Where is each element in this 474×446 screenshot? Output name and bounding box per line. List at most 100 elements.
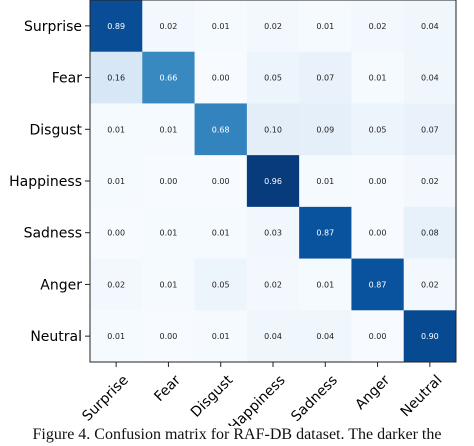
matrix-cell bbox=[142, 0, 196, 53]
cell-value-label: 0.02 bbox=[421, 177, 439, 186]
matrix-cell bbox=[299, 51, 352, 104]
cell-value-label: 0.66 bbox=[160, 74, 178, 83]
cell-value-label: 0.01 bbox=[160, 125, 178, 134]
cell-value-label: 0.01 bbox=[316, 280, 334, 289]
matrix-cell bbox=[403, 0, 457, 53]
matrix-cell bbox=[351, 155, 405, 208]
matrix-cell bbox=[246, 206, 300, 260]
matrix-cell bbox=[299, 310, 352, 363]
cell-value-label: 0.04 bbox=[421, 22, 439, 31]
cell-value-label: 0.01 bbox=[212, 332, 230, 341]
cell-value-label: 0.01 bbox=[369, 74, 387, 83]
cell-value-label: 0.08 bbox=[421, 229, 439, 238]
cell-value-labels: 0.89 0.02 0.01 0.02 0.01 0.02 0.04 0.16 0.66 0.00… bbox=[107, 22, 439, 341]
matrix-cell bbox=[142, 206, 196, 260]
matrix-cell bbox=[142, 103, 196, 156]
matrix-cells bbox=[90, 0, 457, 363]
matrix-cell bbox=[403, 51, 457, 104]
y-tick-label: Disgust bbox=[29, 122, 82, 138]
cell-value-label: 0.07 bbox=[421, 125, 439, 134]
y-tick-label: Happiness bbox=[9, 174, 82, 190]
matrix-cell bbox=[299, 155, 352, 208]
x-tick-label: Surprise bbox=[79, 372, 131, 424]
matrix-cell bbox=[246, 258, 300, 311]
cell-value-label: 0.00 bbox=[369, 177, 387, 186]
y-tick-label: Anger bbox=[40, 277, 82, 293]
cell-value-label: 0.05 bbox=[369, 125, 387, 134]
x-tick-label: Fear bbox=[151, 372, 184, 405]
matrix-cell bbox=[90, 51, 143, 104]
matrix-cell bbox=[142, 51, 196, 104]
matrix-cell bbox=[403, 310, 457, 363]
matrix-cell bbox=[403, 155, 457, 208]
matrix-cell bbox=[246, 310, 300, 363]
matrix-cell bbox=[299, 206, 352, 260]
cell-value-label: 0.07 bbox=[316, 74, 334, 83]
matrix-cell bbox=[90, 155, 143, 208]
matrix-cell bbox=[90, 206, 143, 260]
matrix-cell bbox=[194, 51, 248, 104]
cell-value-label: 0.04 bbox=[421, 74, 439, 83]
cell-value-label: 0.01 bbox=[107, 177, 125, 186]
matrix-cell bbox=[194, 103, 248, 156]
matrix-cell bbox=[299, 103, 352, 156]
x-tick-label: Neutral bbox=[398, 372, 446, 420]
cell-value-label: 0.02 bbox=[264, 280, 282, 289]
matrix-cell bbox=[142, 155, 196, 208]
cell-value-label: 0.02 bbox=[107, 280, 125, 289]
cell-value-label: 0.03 bbox=[264, 229, 282, 238]
cell-value-label: 0.04 bbox=[316, 332, 334, 341]
matrix-cell bbox=[351, 51, 405, 104]
cell-value-label: 0.01 bbox=[316, 177, 334, 186]
y-tick-label: Sadness bbox=[24, 226, 82, 242]
matrix-cell bbox=[351, 258, 405, 311]
matrix-cell bbox=[351, 310, 405, 363]
cell-value-label: 0.02 bbox=[421, 280, 439, 289]
matrix-cell bbox=[351, 103, 405, 156]
cell-value-label: 0.16 bbox=[107, 74, 125, 83]
cell-value-label: 0.01 bbox=[212, 22, 230, 31]
x-tick-label: Sadness bbox=[288, 372, 341, 425]
y-tick-label: Fear bbox=[52, 71, 82, 87]
cell-value-label: 0.00 bbox=[160, 332, 178, 341]
matrix-cell bbox=[299, 258, 352, 311]
y-tick-label: Surprise bbox=[24, 19, 82, 35]
cell-value-label: 0.02 bbox=[160, 22, 178, 31]
cell-value-label: 0.01 bbox=[107, 332, 125, 341]
cell-value-label: 0.02 bbox=[264, 22, 282, 31]
cell-value-label: 0.01 bbox=[316, 22, 334, 31]
matrix-cell bbox=[403, 258, 457, 311]
matrix-cell bbox=[246, 155, 300, 208]
matrix-cell bbox=[246, 0, 300, 53]
matrix-cell bbox=[142, 310, 196, 363]
y-axis-ticks: Surprise Fear Disgust Happiness Sadness Anger… bbox=[9, 19, 90, 345]
cell-value-label: 0.10 bbox=[264, 125, 282, 134]
cell-value-label: 0.96 bbox=[264, 177, 282, 186]
cell-value-label: 0.01 bbox=[160, 229, 178, 238]
x-tick-label: Happiness bbox=[226, 372, 289, 426]
matrix-cell bbox=[194, 0, 248, 53]
cell-value-label: 0.00 bbox=[369, 229, 387, 238]
cell-value-label: 0.87 bbox=[316, 229, 334, 238]
matrix-cell bbox=[403, 206, 457, 260]
cell-value-label: 0.04 bbox=[264, 332, 282, 341]
cell-value-label: 0.68 bbox=[212, 125, 230, 134]
matrix-cell bbox=[90, 310, 143, 363]
matrix-cell bbox=[246, 103, 300, 156]
cell-value-label: 0.90 bbox=[421, 332, 439, 341]
y-tick-label: Neutral bbox=[30, 329, 82, 345]
matrix-cell bbox=[194, 206, 248, 260]
cell-value-label: 0.01 bbox=[212, 229, 230, 238]
cell-value-label: 0.00 bbox=[212, 177, 230, 186]
cell-value-label: 0.02 bbox=[369, 22, 387, 31]
matrix-cell bbox=[246, 51, 300, 104]
matrix-cell bbox=[403, 103, 457, 156]
matrix-cell bbox=[90, 103, 143, 156]
matrix-cell bbox=[194, 155, 248, 208]
cell-value-label: 0.00 bbox=[107, 229, 125, 238]
matrix-cell bbox=[194, 258, 248, 311]
matrix-cell bbox=[142, 258, 196, 311]
cell-value-label: 0.87 bbox=[369, 280, 387, 289]
cell-value-label: 0.00 bbox=[212, 74, 230, 83]
cell-value-label: 0.89 bbox=[107, 22, 125, 31]
